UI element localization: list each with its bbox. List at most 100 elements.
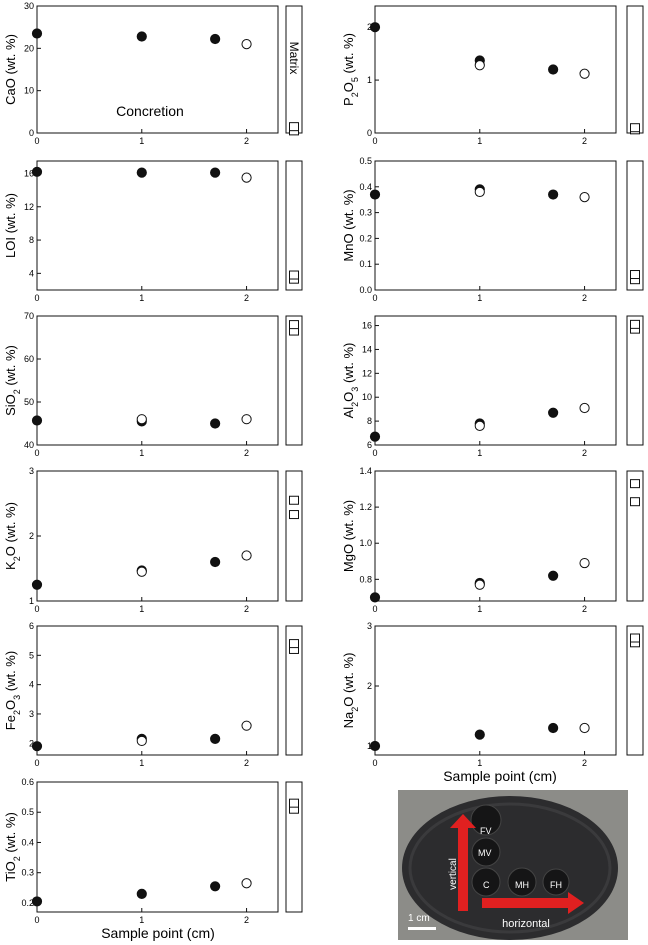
x-tick-label: 0 bbox=[372, 604, 377, 614]
label-mv: MV bbox=[478, 848, 492, 858]
y-tick-label: 2 bbox=[29, 531, 34, 541]
concretion-rim bbox=[408, 802, 612, 934]
label-fh: FH bbox=[550, 880, 562, 890]
horizontal-arrow-head bbox=[568, 892, 584, 914]
x-tick-label: 2 bbox=[582, 448, 587, 458]
x-tick-label: 2 bbox=[582, 293, 587, 303]
plot-frame bbox=[374, 470, 617, 602]
hole-fv bbox=[470, 804, 502, 836]
y-axis-label: MgO (wt. %) bbox=[341, 500, 356, 572]
matrix-frame bbox=[626, 315, 644, 446]
vertical-label: vertical bbox=[448, 858, 459, 890]
open-point bbox=[579, 402, 590, 414]
x-tick-label: 1 bbox=[477, 136, 482, 146]
subplot-mgo: 0.8 1.0 1.2 1.4 0 1 2 MgO (wt. %) bbox=[341, 466, 644, 614]
y-tick-label: 12 bbox=[362, 368, 372, 378]
x-tick-label: 0 bbox=[34, 448, 39, 458]
y-tick-label: 0.6 bbox=[21, 777, 34, 787]
scale-bar bbox=[408, 927, 436, 930]
matrix-frame bbox=[285, 470, 303, 602]
x-tick-label: 2 bbox=[244, 293, 249, 303]
x-tick-label: 0 bbox=[34, 293, 39, 303]
x-tick-label: 0 bbox=[34, 915, 39, 925]
x-tick-label: 1 bbox=[477, 293, 482, 303]
y-tick-label: 0.4 bbox=[359, 182, 372, 192]
y-tick-label: 1.0 bbox=[359, 538, 372, 548]
matrix-frame bbox=[285, 781, 303, 913]
y-tick-label: 1 bbox=[367, 741, 372, 751]
filled-point bbox=[31, 28, 43, 39]
y-tick-label: 10 bbox=[24, 86, 34, 96]
open-point bbox=[474, 579, 485, 590]
y-tick-label: 0.2 bbox=[359, 233, 372, 243]
hole-c bbox=[471, 867, 501, 897]
subplot-sio2: 40 50 60 70 0 1 2 SiO2 (wt. %) bbox=[3, 311, 303, 458]
x-tick-label: 2 bbox=[244, 448, 249, 458]
filled-point bbox=[31, 896, 43, 907]
x-tick-label: 0 bbox=[372, 758, 377, 768]
x-tick-label: 2 bbox=[244, 915, 249, 925]
plot-frame bbox=[36, 160, 279, 291]
matrix-frame bbox=[285, 160, 303, 291]
filled-point bbox=[210, 167, 221, 178]
matrix-label: Matrix bbox=[287, 42, 301, 75]
y-axis-label: P2O5 (wt. %) bbox=[341, 33, 360, 106]
y-tick-label: 0 bbox=[367, 128, 372, 138]
filled-point bbox=[474, 729, 485, 740]
filled-point bbox=[548, 722, 559, 734]
x-axis-label: Sample point (cm) bbox=[443, 768, 557, 784]
y-tick-label: 2 bbox=[367, 22, 372, 32]
y-axis-label: Na2O (wt. %) bbox=[341, 653, 360, 729]
filled-point bbox=[136, 31, 147, 42]
filled-point bbox=[136, 167, 147, 178]
y-tick-label: 1 bbox=[367, 75, 372, 85]
matrix-frame bbox=[285, 315, 303, 446]
matrix-square bbox=[630, 123, 640, 133]
concretion-photo: vertical horizontal FV MV C MH FH 1 cm bbox=[398, 790, 628, 940]
matrix-square bbox=[289, 798, 299, 808]
filled-point bbox=[210, 556, 221, 568]
horizontal-arrow-shaft bbox=[482, 898, 570, 908]
filled-point bbox=[548, 407, 559, 418]
matrix-square bbox=[289, 639, 299, 649]
filled-point bbox=[548, 189, 559, 200]
filled-point bbox=[210, 881, 221, 892]
plot-frame bbox=[36, 470, 279, 602]
matrix-frame bbox=[626, 160, 644, 291]
y-tick-label: 3 bbox=[29, 466, 34, 476]
y-tick-label: 40 bbox=[24, 440, 34, 450]
y-tick-label: 1 bbox=[29, 596, 34, 606]
subplot-fe2o3: 2 3 4 5 6 0 1 2 Fe2O3 (wt. %) bbox=[3, 621, 303, 768]
label-mh: MH bbox=[515, 880, 529, 890]
filled-point bbox=[31, 741, 43, 752]
open-point bbox=[579, 192, 590, 203]
y-tick-label: 16 bbox=[362, 321, 372, 331]
matrix-square bbox=[630, 497, 640, 507]
matrix-square bbox=[289, 122, 299, 132]
x-axis-label: Sample point (cm) bbox=[101, 925, 215, 941]
x-tick-label: 1 bbox=[139, 448, 144, 458]
y-tick-label: 2 bbox=[29, 738, 34, 748]
label-fv: FV bbox=[480, 826, 492, 836]
y-tick-label: 20 bbox=[24, 43, 34, 53]
x-tick-label: 1 bbox=[139, 758, 144, 768]
y-tick-label: 0.5 bbox=[21, 807, 34, 817]
y-axis-label: TiO2 (wt. %) bbox=[3, 812, 22, 882]
hole-mh bbox=[507, 867, 537, 897]
label-c: C bbox=[483, 880, 490, 890]
matrix-square bbox=[630, 479, 640, 489]
y-axis-label: Al2O3 (wt. %) bbox=[341, 343, 360, 419]
x-tick-label: 1 bbox=[139, 136, 144, 146]
vertical-arrow-head bbox=[450, 814, 476, 828]
plot-frame bbox=[374, 5, 617, 134]
plot-frame bbox=[36, 315, 279, 446]
y-tick-label: 1.4 bbox=[359, 466, 372, 476]
x-tick-label: 0 bbox=[34, 758, 39, 768]
y-tick-label: 0.3 bbox=[21, 868, 34, 878]
filled-point bbox=[369, 431, 381, 442]
open-point bbox=[136, 414, 147, 425]
